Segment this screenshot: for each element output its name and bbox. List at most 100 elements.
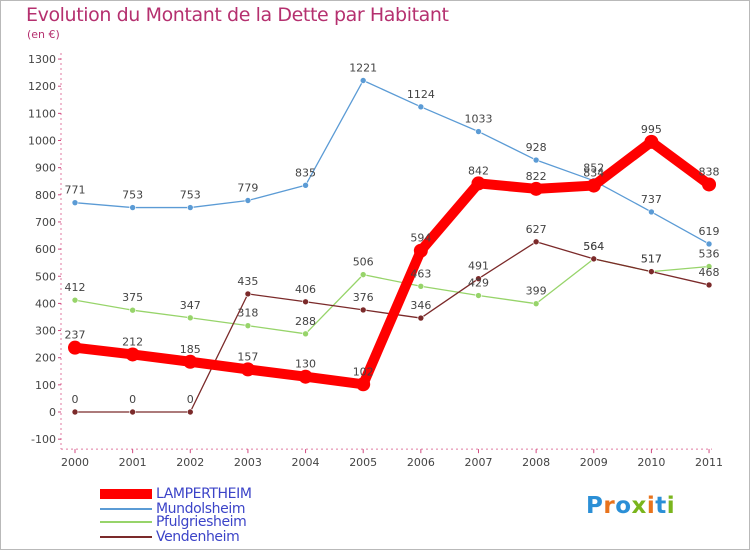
legend-label-lampertheim: LAMPERTHEIM [156, 486, 252, 502]
data-label: 771 [65, 184, 86, 197]
data-label: 468 [699, 266, 720, 279]
data-point [244, 197, 252, 204]
legend-swatch-mundolsheim [100, 508, 152, 510]
data-label: 399 [526, 285, 547, 298]
data-label: 627 [526, 223, 547, 236]
data-label: 1033 [464, 113, 492, 126]
y-tick-label: 100 [35, 379, 56, 392]
x-tick-label: 2006 [407, 456, 435, 469]
data-label: 346 [410, 299, 431, 312]
data-point [702, 177, 717, 192]
data-point [129, 306, 136, 314]
data-point [471, 176, 486, 191]
x-tick-label: 2000 [61, 456, 89, 469]
data-label: 130 [295, 358, 316, 371]
y-tick-label: 200 [35, 352, 56, 365]
logo-letter: t [655, 493, 667, 519]
data-point [590, 255, 598, 263]
data-point [705, 263, 713, 270]
data-point [475, 128, 482, 135]
data-label: 102 [353, 365, 374, 378]
data-label: 619 [699, 225, 720, 238]
data-point [359, 77, 367, 84]
y-tick-label: 1300 [28, 53, 56, 66]
x-tick-label: 2005 [349, 456, 377, 469]
x-tick-label: 2007 [464, 456, 492, 469]
data-point [417, 282, 425, 290]
logo-letter: i [646, 493, 656, 519]
y-tick-label: 400 [35, 297, 56, 310]
data-point [532, 156, 540, 164]
y-tick-label: 0 [49, 406, 56, 419]
data-label: 753 [122, 189, 143, 202]
data-point [413, 243, 428, 258]
data-point [302, 298, 309, 306]
x-tick-label: 2003 [234, 456, 262, 469]
proxiti-logo: Proxiti [586, 493, 675, 519]
data-label: 753 [180, 189, 201, 202]
logo-letter: P [586, 493, 604, 519]
data-point [705, 281, 713, 289]
data-point [244, 290, 252, 298]
x-tick-label: 2011 [695, 456, 723, 469]
data-label: 318 [237, 307, 258, 320]
data-point [475, 275, 482, 282]
legend-item-vendenheim: Vendenheim [100, 529, 420, 545]
series-line-mundolsheim [74, 79, 710, 245]
x-tick-label: 2001 [119, 456, 147, 469]
data-label: 822 [526, 170, 547, 183]
data-label: 536 [699, 247, 720, 260]
data-point [302, 330, 309, 338]
data-point [186, 408, 194, 416]
y-tick-label: 300 [35, 325, 56, 338]
legend-item-mundolsheim: Mundolsheim [100, 501, 420, 517]
data-point [129, 408, 136, 416]
data-label: 506 [353, 256, 374, 269]
data-label: 375 [122, 291, 143, 304]
data-label: 1124 [407, 88, 435, 101]
data-label: 429 [468, 277, 489, 290]
data-label: 376 [353, 291, 374, 304]
data-label: 737 [641, 193, 662, 206]
data-label: 517 [641, 253, 662, 266]
data-point [417, 314, 425, 322]
data-point [648, 268, 655, 275]
x-tick-label: 2008 [522, 456, 550, 469]
data-point [529, 181, 544, 196]
data-point [586, 178, 601, 193]
data-point [244, 322, 252, 329]
legend-swatch-lampertheim [100, 489, 152, 499]
chart-title: Evolution du Montant de la Dette par Hab… [26, 4, 449, 26]
logo-letter: x [631, 493, 647, 519]
logo-letter: r [603, 493, 616, 519]
y-tick-label: 1000 [28, 135, 56, 148]
logo-letter: o [615, 493, 632, 519]
data-label: 0 [129, 393, 136, 406]
data-label: 838 [699, 165, 720, 178]
data-point [240, 362, 255, 377]
data-label: 0 [72, 393, 79, 406]
data-point [183, 354, 198, 369]
data-label: 463 [410, 267, 431, 280]
legend-swatch-vendenheim [100, 536, 152, 538]
data-label: 0 [187, 393, 194, 406]
y-tick-label: 1200 [28, 80, 56, 93]
legend-item-lampertheim: LAMPERTHEIM [100, 486, 420, 502]
data-point [532, 238, 540, 246]
y-tick-label: 700 [35, 216, 56, 229]
y-tick-label: 900 [35, 162, 56, 175]
data-label: 237 [65, 329, 86, 342]
x-tick-label: 2004 [292, 456, 320, 469]
data-point [71, 408, 79, 416]
data-point [129, 204, 136, 211]
data-label: 779 [237, 182, 258, 195]
data-label: 185 [180, 343, 201, 356]
logo-letter: i [666, 493, 676, 519]
data-label: 852 [583, 162, 604, 175]
data-point [648, 208, 655, 216]
series-line-lampertheim [70, 136, 715, 390]
data-point [186, 204, 194, 211]
data-point [68, 340, 82, 355]
legend-item-pfulgriesheim: Pfulgriesheim [100, 514, 420, 530]
data-label: 406 [295, 283, 316, 296]
